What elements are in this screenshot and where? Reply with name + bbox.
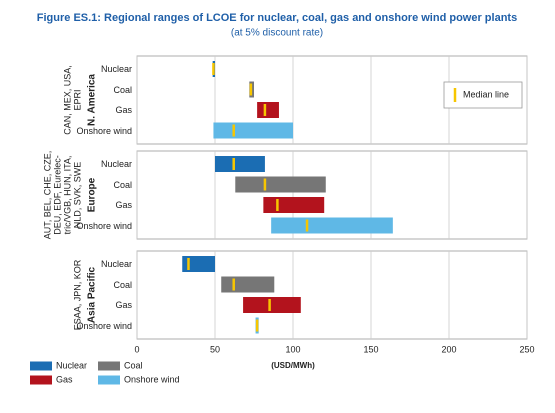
region-sources: NLD, SVK, SWE (72, 162, 82, 229)
region-label: Europe (87, 177, 98, 212)
row-label: Nuclear (100, 159, 132, 169)
row-label-box: Nuclear (100, 64, 132, 74)
x-tick-label: 250 (519, 344, 534, 354)
row-label: Nuclear (100, 64, 132, 74)
legend-label: Onshore wind (124, 374, 180, 384)
region-sources: EPRI (72, 89, 82, 110)
row-label: Gas (115, 105, 132, 115)
row-label-box: Gas (115, 300, 132, 310)
range-bar (182, 256, 215, 272)
row-label-box: Onshore wind (76, 125, 132, 136)
row-label-box: Gas (115, 200, 132, 210)
legend-label: Coal (124, 360, 143, 370)
x-axis-label: (USD/MWh) (271, 361, 315, 370)
row-label: Coal (113, 84, 132, 95)
legend-swatch (30, 361, 52, 371)
row-label: Coal (113, 179, 132, 190)
region-sources: CAN, MEX, USA, (62, 65, 72, 135)
range-bar (263, 197, 325, 213)
row-label-box: Coal (113, 279, 132, 290)
row-label-box: Nuclear (100, 159, 132, 169)
row-label-box: Coal (113, 179, 132, 190)
range-bar (271, 217, 393, 234)
x-tick-label: 0 (134, 344, 139, 354)
row-label-box: Nuclear (100, 259, 132, 269)
region-label: N. America (87, 74, 98, 126)
median-legend-box (443, 81, 523, 109)
range-bar (213, 122, 293, 139)
region-sources: tric/VGB, HUN, ITA, (62, 156, 72, 235)
range-bar (221, 276, 275, 293)
median-legend-label: Median line (463, 89, 509, 99)
legend-swatch (98, 361, 120, 371)
row-label: Onshore wind (76, 220, 132, 231)
legend-label: Nuclear (56, 360, 87, 370)
x-tick-label: 200 (441, 344, 456, 354)
x-tick-label: 50 (210, 344, 220, 354)
legend-swatch (98, 375, 120, 385)
range-bar (243, 297, 301, 313)
legend-label: Gas (56, 374, 73, 384)
region-sources: DEU, EDF, Eurelec- (52, 155, 62, 235)
region-sources: AUT, BEL, CHE, CZE, (42, 151, 52, 240)
row-label: Onshore wind (76, 320, 132, 331)
range-bar (215, 156, 265, 172)
row-label-box: Onshore wind (76, 320, 132, 331)
row-label-box: Gas (115, 105, 132, 115)
legend-swatch (30, 375, 52, 385)
row-label-box: Coal (113, 84, 132, 95)
x-tick-label: 100 (285, 344, 300, 354)
region-label: Asia Pacific (87, 266, 98, 323)
row-label: Gas (115, 200, 132, 210)
region-sources: ESAA, JPN, KOR (72, 259, 82, 330)
row-label: Coal (113, 279, 132, 290)
range-bar (235, 176, 326, 193)
chart-title: Figure ES.1: Regional ranges of LCOE for… (37, 12, 517, 24)
x-tick-label: 150 (363, 344, 378, 354)
row-label-box: Onshore wind (76, 220, 132, 231)
row-label: Gas (115, 300, 132, 310)
row-label: Onshore wind (76, 125, 132, 136)
chart-subtitle: (at 5% discount rate) (231, 28, 323, 39)
row-label: Nuclear (100, 259, 132, 269)
range-bar (257, 102, 279, 118)
